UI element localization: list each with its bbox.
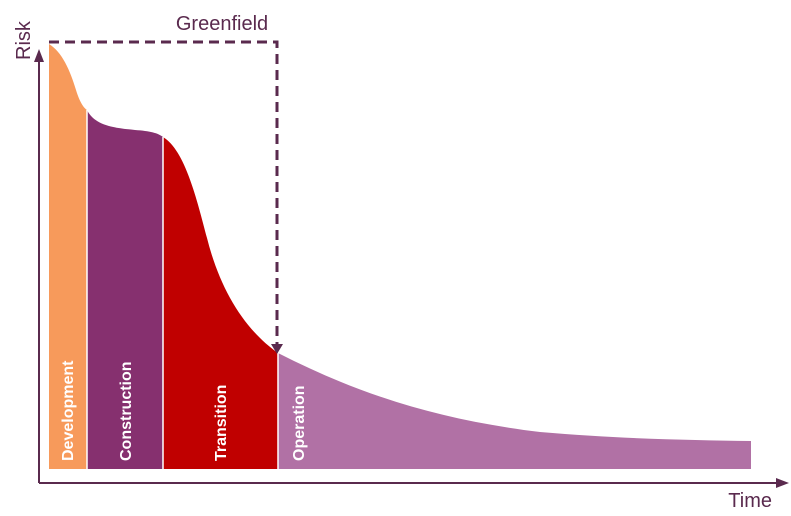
phase-label-construction: Construction [118, 361, 135, 461]
transition-phase-area [163, 137, 278, 469]
phase-label-operation: Operation [291, 385, 308, 461]
phase-label-development: Development [60, 360, 77, 461]
construction-phase-area [87, 110, 163, 469]
greenfield-label: Greenfield [176, 13, 268, 35]
phase-label-transition: Transition [213, 385, 230, 461]
x-axis-label: Time [728, 490, 772, 512]
y-axis-arrowhead-icon [34, 49, 44, 62]
x-axis-arrowhead-icon [776, 478, 789, 488]
greenfield-dashed-line [49, 40, 279, 346]
development-phase-area [49, 44, 87, 469]
operation-phase-area [278, 353, 751, 469]
y-axis-label: Risk [13, 20, 35, 60]
greenfield-arrowhead-icon [271, 344, 283, 354]
